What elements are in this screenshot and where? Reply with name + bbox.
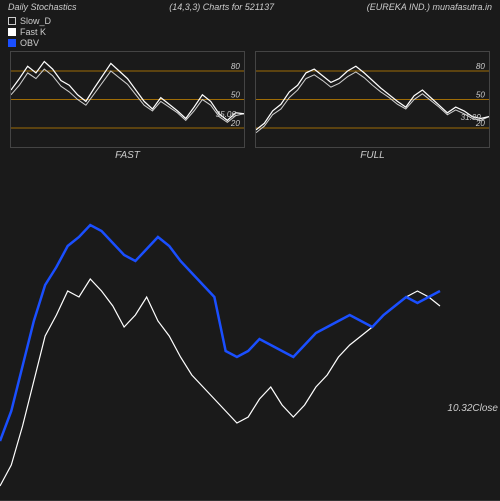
legend-slow-d: Slow_D [8, 16, 492, 26]
title-text: Daily Stochastics [8, 2, 77, 12]
top-charts-row: 20 50 80 35.06 FAST 20 50 80 31.99 FULL [0, 51, 500, 161]
chart-header: Daily Stochastics (14,3,3) Charts for 52… [0, 0, 500, 14]
company-text: (EUREKA IND.) munafasutra.in [367, 2, 492, 12]
svg-text:35.06: 35.06 [216, 110, 237, 119]
fast-chart-label: FAST [10, 148, 245, 161]
svg-text:50: 50 [231, 90, 240, 99]
legend-obv: OBV [8, 38, 492, 48]
full-chart-container: 20508031.99 FULL [255, 51, 490, 161]
svg-text:80: 80 [476, 62, 485, 71]
legend-label: Fast K [20, 27, 46, 37]
legend-label: OBV [20, 38, 39, 48]
close-price-label: 10.32Close [447, 403, 498, 414]
full-chart: 20508031.99 [255, 51, 490, 148]
svg-text:20: 20 [230, 119, 240, 128]
fast-chart: 20 50 80 35.06 [10, 51, 245, 148]
full-chart-label: FULL [255, 148, 490, 161]
legend-swatch-fast-k [8, 28, 16, 36]
legend-swatch-obv [8, 39, 16, 47]
legend-swatch-slow-d [8, 17, 16, 25]
chart-legend: Slow_D Fast K OBV [0, 14, 500, 51]
fast-chart-container: 20 50 80 35.06 FAST [10, 51, 245, 161]
legend-label: Slow_D [20, 16, 51, 26]
svg-text:50: 50 [476, 90, 485, 99]
main-chart: 10.32Close [0, 201, 500, 501]
params-text: (14,3,3) Charts for 521137 [169, 2, 274, 12]
legend-fast-k: Fast K [8, 27, 492, 37]
svg-text:31.99: 31.99 [461, 113, 482, 122]
svg-text:80: 80 [231, 62, 240, 71]
